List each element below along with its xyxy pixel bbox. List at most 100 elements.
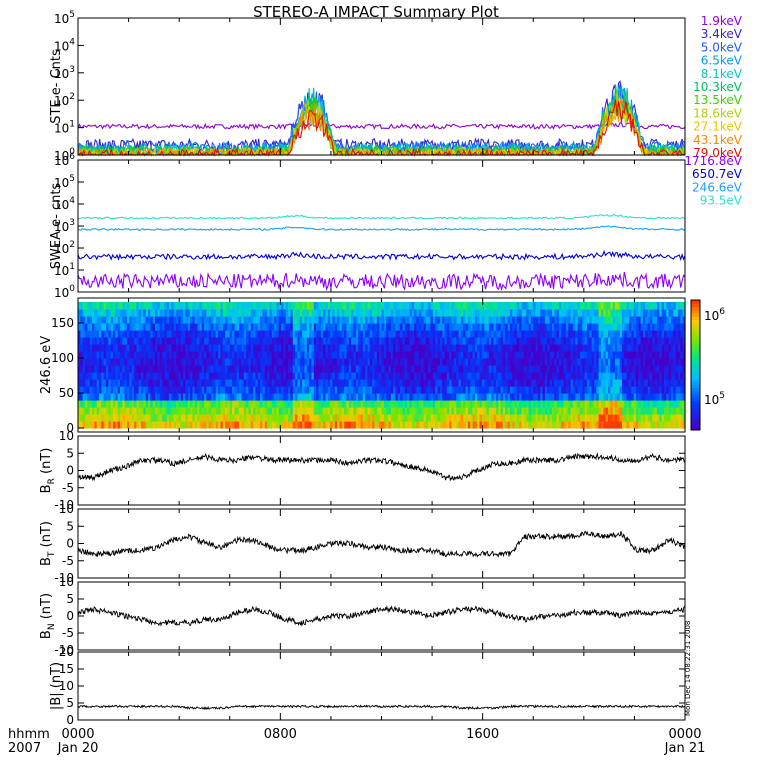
heatmap-cell <box>647 407 651 415</box>
heatmap-cell <box>313 386 317 394</box>
heatmap-cell <box>295 302 299 310</box>
heatmap-cell <box>423 344 427 352</box>
heatmap-cell <box>176 358 179 366</box>
heatmap-cell <box>374 421 378 429</box>
heatmap-cell <box>369 330 373 338</box>
heatmap-cell <box>411 386 415 394</box>
heatmap-cell <box>495 351 499 359</box>
heatmap-cell <box>206 309 210 317</box>
heatmap-cell <box>299 337 303 345</box>
heatmap-cell <box>668 337 672 345</box>
heatmap-cell <box>187 400 191 408</box>
heatmap-cell <box>304 386 308 394</box>
heatmap-cell <box>495 365 499 373</box>
heatmap-cell <box>663 323 667 331</box>
heatmap-cell <box>472 337 476 345</box>
heatmap-cell <box>484 400 488 408</box>
heatmap-cell <box>428 393 432 401</box>
y-tick-label: -10 <box>54 498 74 512</box>
heatmap-cell <box>675 316 679 324</box>
heatmap-cell <box>269 351 273 359</box>
heatmap-cell <box>481 414 485 422</box>
heatmap-cell <box>194 344 198 352</box>
heatmap-cell <box>565 330 569 338</box>
heatmap-cell <box>360 309 364 317</box>
heatmap-cell <box>521 372 525 380</box>
heatmap-cell <box>437 302 441 310</box>
heatmap-cell <box>673 323 677 331</box>
heatmap-cell <box>337 365 341 373</box>
heatmap-cell <box>456 337 460 345</box>
heatmap-cell <box>512 302 516 310</box>
heatmap-cell <box>262 302 266 310</box>
heatmap-cell <box>624 302 628 310</box>
heatmap-cell <box>281 344 285 352</box>
heatmap-cell <box>141 379 144 387</box>
heatmap-cell <box>526 302 530 310</box>
heatmap-cell <box>649 379 653 387</box>
heatmap-cell <box>596 351 600 359</box>
heatmap-cell <box>409 414 413 422</box>
heatmap-cell <box>533 302 537 310</box>
heatmap-cell <box>148 372 151 380</box>
heatmap-cell <box>451 365 455 373</box>
heatmap-cell <box>682 316 686 324</box>
heatmap-cell <box>297 330 301 338</box>
heatmap-cell <box>652 351 656 359</box>
heatmap-cell <box>605 407 609 415</box>
heatmap-cell <box>409 323 413 331</box>
heatmap-cell <box>407 372 411 380</box>
heatmap-cell <box>579 337 583 345</box>
heatmap-cell <box>619 379 623 387</box>
heatmap-cell <box>395 421 399 429</box>
heatmap-cell <box>418 344 422 352</box>
heatmap-cell <box>330 372 334 380</box>
heatmap-cell <box>589 344 593 352</box>
heatmap-cell <box>565 379 569 387</box>
heatmap-cell <box>225 337 229 345</box>
heatmap-cell <box>558 421 562 429</box>
heatmap-cell <box>472 407 476 415</box>
heatmap-cell <box>362 323 366 331</box>
heatmap-cell <box>437 393 441 401</box>
heatmap-cell <box>355 386 359 394</box>
heatmap-cell <box>117 344 121 352</box>
heatmap-cell <box>96 330 100 338</box>
heatmap-cell <box>432 400 436 408</box>
heatmap-cell <box>537 309 541 317</box>
heatmap-cell <box>430 323 434 331</box>
heatmap-cell <box>484 330 488 338</box>
heatmap-cell <box>411 372 415 380</box>
heatmap-cell <box>353 400 357 408</box>
heatmap-cell <box>586 337 590 345</box>
heatmap-cell <box>171 337 175 345</box>
heatmap-cell <box>663 344 667 352</box>
heatmap-cell <box>276 386 280 394</box>
heatmap-cell <box>488 309 492 317</box>
heatmap-cell <box>178 379 182 387</box>
heatmap-cell <box>495 372 499 380</box>
heatmap-cell <box>675 358 679 366</box>
heatmap-cell <box>152 386 156 394</box>
heatmap-cell <box>239 400 243 408</box>
heatmap-cell <box>584 337 588 345</box>
heatmap-cell <box>533 407 537 415</box>
heatmap-cell <box>152 372 156 380</box>
heatmap-cell <box>488 386 492 394</box>
heatmap-cell <box>551 365 555 373</box>
heatmap-cell <box>633 407 637 415</box>
heatmap-cell <box>138 344 142 352</box>
heatmap-cell <box>117 400 121 408</box>
heatmap-cell <box>262 351 266 359</box>
heatmap-cell <box>292 421 296 429</box>
heatmap-cell <box>563 337 567 345</box>
heatmap-cell <box>353 358 357 366</box>
heatmap-cell <box>432 358 436 366</box>
heatmap-cell <box>166 421 170 429</box>
heatmap-cell <box>218 302 222 310</box>
heatmap-cell <box>460 309 464 317</box>
heatmap-cell <box>145 330 149 338</box>
heatmap-cell <box>136 421 140 429</box>
heatmap-cell <box>526 365 530 373</box>
heatmap-cell <box>652 414 656 422</box>
